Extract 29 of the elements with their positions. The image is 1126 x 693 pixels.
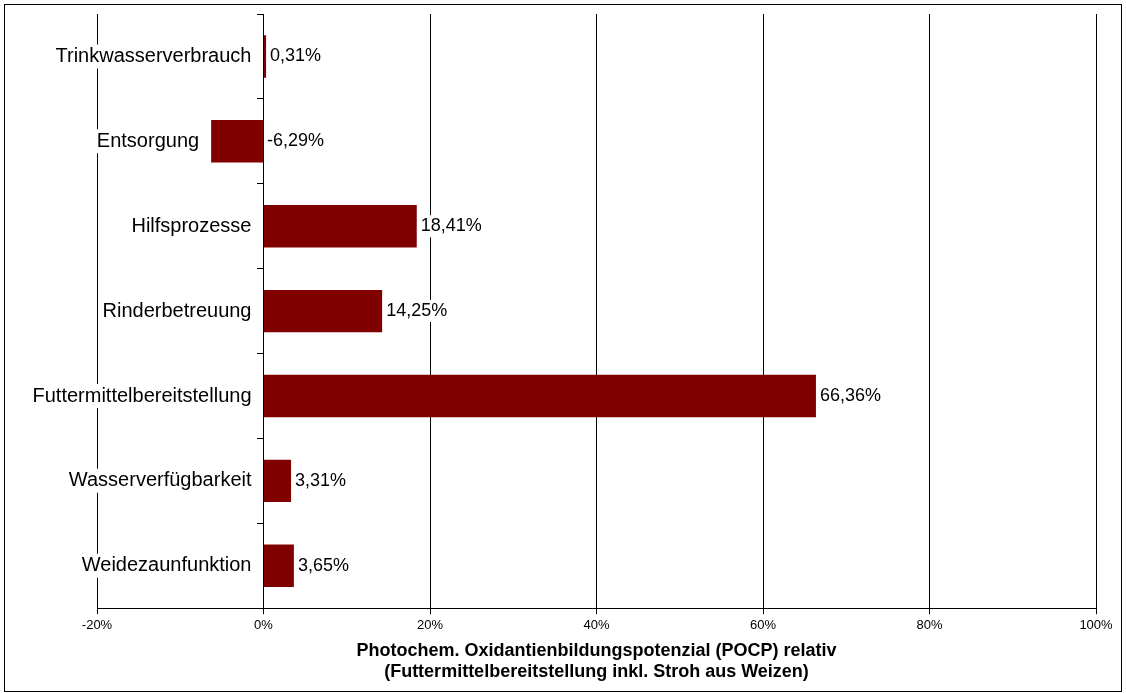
y-tick-label: Entsorgung bbox=[96, 128, 200, 151]
x-tick-label: 20% bbox=[416, 616, 444, 632]
x-tick-label: 40% bbox=[583, 616, 610, 632]
x-tick-label: -20% bbox=[81, 616, 113, 632]
bar bbox=[264, 544, 294, 587]
bar bbox=[264, 204, 417, 248]
y-tick-label: Futtermittelbereitstellung bbox=[32, 383, 252, 406]
x-tick-label: 60% bbox=[749, 616, 777, 632]
y-tick-label: Weidezaunfunktion bbox=[81, 553, 252, 576]
bar bbox=[264, 289, 383, 333]
x-axis-title: Photochem. Oxidantienbildungspotenzial (POCP) relativ (Futtermittelbereitstellung inkl. Stroh aus Weizen) bbox=[356, 639, 837, 682]
bar bbox=[264, 35, 267, 78]
data-label: 18,41% bbox=[420, 215, 482, 236]
y-tick-label: Wasserverfügbarkeit bbox=[68, 468, 252, 491]
data-label: 66,36% bbox=[819, 384, 882, 405]
data-label: 3,31% bbox=[295, 469, 347, 490]
data-label: 0,31% bbox=[270, 45, 322, 66]
x-tick-label: 80% bbox=[916, 616, 943, 632]
y-tick-label: Hilfsprozesse bbox=[131, 213, 252, 236]
y-tick-label: Rinderbetreuung bbox=[102, 298, 252, 321]
bar bbox=[211, 120, 263, 163]
data-label: -6,29% bbox=[267, 130, 325, 151]
y-tick-label: Trinkwasserverbrauch bbox=[55, 43, 252, 66]
bar bbox=[264, 459, 292, 503]
x-tick-label: 100% bbox=[1079, 616, 1114, 632]
x-tick-label: 0% bbox=[254, 616, 274, 632]
bar bbox=[264, 374, 816, 418]
data-label: 14,25% bbox=[386, 300, 448, 321]
data-label: 3,65% bbox=[297, 554, 349, 575]
